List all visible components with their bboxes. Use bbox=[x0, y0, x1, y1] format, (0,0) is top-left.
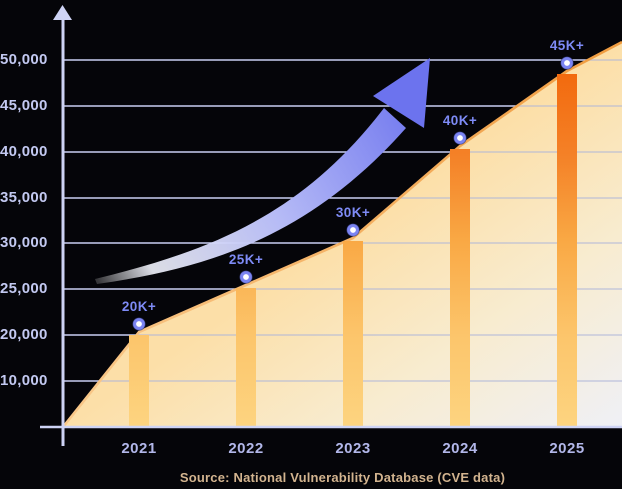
x-axis-year-label: 2022 bbox=[228, 440, 264, 457]
trend-area bbox=[63, 42, 622, 427]
bar-2022 bbox=[236, 288, 256, 427]
bar-2023 bbox=[343, 241, 363, 427]
bar-2024 bbox=[450, 149, 470, 427]
y-axis-tick-label: 40,000 bbox=[0, 143, 48, 160]
y-axis-tick-label: 25,000 bbox=[0, 280, 48, 297]
data-point-marker-dot bbox=[564, 60, 570, 66]
y-axis-tick-label: 50,000 bbox=[0, 51, 48, 68]
axes bbox=[40, 5, 622, 446]
data-point-marker-dot bbox=[350, 227, 356, 233]
growth-arrow-icon bbox=[95, 58, 430, 284]
data-point-marker-dot bbox=[243, 274, 249, 280]
y-axis-tick-label: 10,000 bbox=[0, 372, 48, 389]
y-axis-tick-label: 35,000 bbox=[0, 189, 48, 206]
y-axis-tick-label: 45,000 bbox=[0, 97, 48, 114]
y-axis-tick-label: 30,000 bbox=[0, 234, 48, 251]
x-axis-year-label: 2023 bbox=[335, 440, 371, 457]
bar-value-label: 20K+ bbox=[121, 299, 157, 314]
x-axis-year-label: 2025 bbox=[549, 440, 585, 457]
x-axis-year-label: 2021 bbox=[121, 440, 157, 457]
bar-value-label: 45K+ bbox=[549, 38, 585, 53]
data-point-marker-dot bbox=[136, 321, 142, 327]
bar-2025 bbox=[557, 74, 577, 427]
bar-value-label: 40K+ bbox=[442, 113, 478, 128]
bar-2021 bbox=[129, 335, 149, 427]
data-point-marker-dot bbox=[457, 135, 463, 141]
y-axis-tick-label: 20,000 bbox=[0, 326, 48, 343]
trend-area-edge bbox=[61, 40, 622, 428]
bar-value-label: 30K+ bbox=[335, 205, 371, 220]
y-axis-arrowhead-icon bbox=[53, 5, 72, 20]
source-note: Source: National Vulnerability Database … bbox=[179, 470, 506, 485]
bar-value-label: 25K+ bbox=[228, 252, 264, 267]
x-axis-year-label: 2024 bbox=[442, 440, 478, 457]
